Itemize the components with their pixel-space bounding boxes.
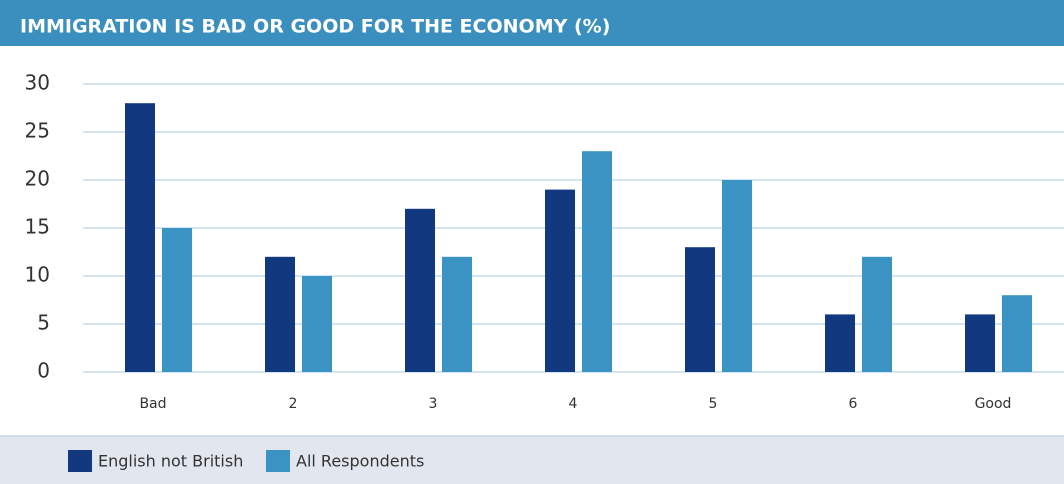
y-tick-label: 10 <box>25 263 50 287</box>
bar <box>862 256 892 372</box>
bar <box>545 189 575 372</box>
y-tick-label: 20 <box>25 167 50 191</box>
x-tick-label: 2 <box>289 396 298 412</box>
x-tick-label: 5 <box>709 396 718 412</box>
y-tick-label: 25 <box>25 119 50 143</box>
bar <box>825 314 855 372</box>
bar <box>265 256 295 372</box>
legend-swatch <box>68 450 92 472</box>
legend-label: All Respondents <box>296 452 424 471</box>
x-tick-label: 4 <box>569 396 578 412</box>
bar <box>685 247 715 372</box>
legend-swatch <box>266 450 290 472</box>
bar <box>722 180 752 372</box>
x-tick-label: 6 <box>849 396 858 412</box>
legend-band <box>0 436 1064 484</box>
y-tick-label: 0 <box>37 359 50 383</box>
y-tick-label: 15 <box>25 215 50 239</box>
x-tick-label: 3 <box>429 396 438 412</box>
bar <box>162 228 192 372</box>
bar <box>965 314 995 372</box>
bar <box>442 256 472 372</box>
bar <box>125 103 155 372</box>
bar <box>302 276 332 372</box>
y-tick-label: 5 <box>37 311 50 335</box>
bar <box>1002 295 1032 372</box>
legend-label: English not British <box>98 452 243 471</box>
title-bar <box>0 0 1064 46</box>
bar <box>582 151 612 372</box>
bar <box>405 208 435 372</box>
x-tick-label: Bad <box>139 396 166 412</box>
x-tick-label: Good <box>975 396 1012 412</box>
y-tick-label: 30 <box>25 71 50 95</box>
chart-title: IMMIGRATION IS BAD OR GOOD FOR THE ECONO… <box>20 16 610 38</box>
